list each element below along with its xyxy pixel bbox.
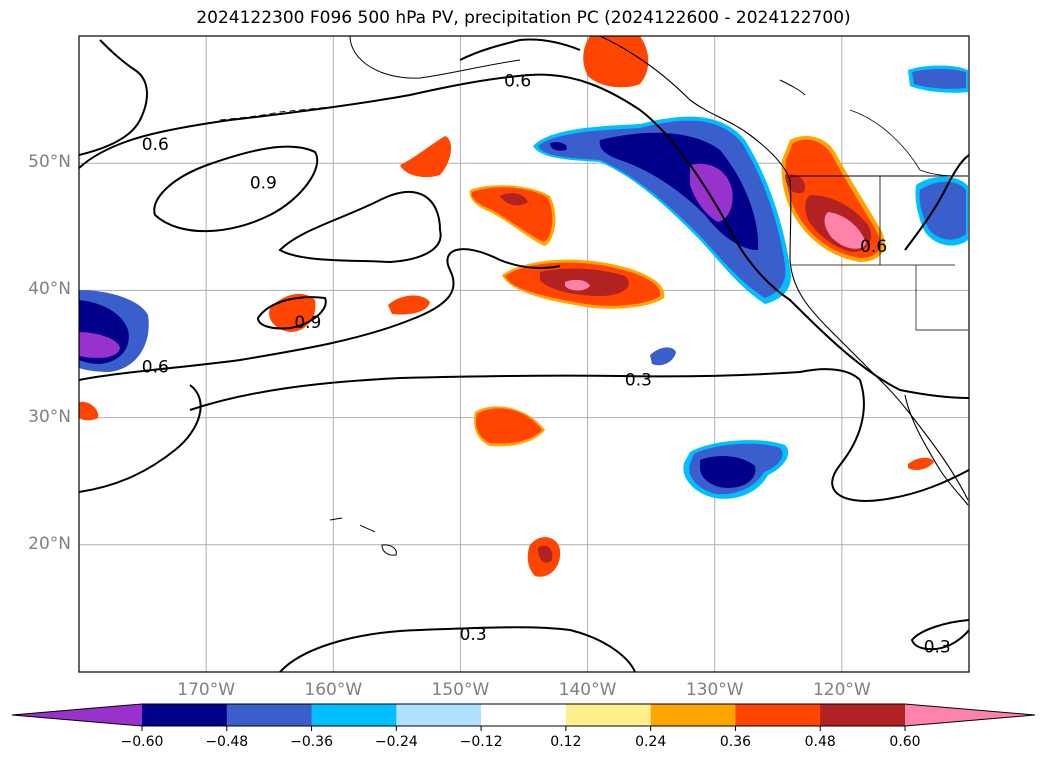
colorbar-segment bbox=[142, 704, 228, 726]
lon-tick-label: 150°W bbox=[431, 680, 490, 700]
contour-label: 0.9 bbox=[294, 313, 321, 333]
contour-label: 0.6 bbox=[504, 72, 531, 92]
colorbar-extend-max bbox=[905, 704, 1035, 726]
colorbar-tick-label: 0.48 bbox=[804, 734, 836, 750]
contour-label: 0.6 bbox=[142, 135, 169, 155]
colorbar-tick-label: −0.24 bbox=[374, 734, 418, 750]
colorbar-segment bbox=[735, 704, 821, 726]
lat-tick-label: 40°N bbox=[28, 279, 71, 300]
lon-tick-label: 140°W bbox=[558, 680, 617, 700]
coastlines bbox=[219, 36, 969, 556]
colorbar-tick-label: 0.24 bbox=[635, 734, 667, 750]
colorbar-tick-label: −0.36 bbox=[290, 734, 333, 750]
colorbar-tick-label: 0.36 bbox=[719, 734, 752, 750]
colorbar-tick-label: −0.48 bbox=[205, 734, 249, 750]
lon-tick-label: 160°W bbox=[304, 680, 363, 700]
contour-label: 0.6 bbox=[860, 237, 887, 257]
colorbar-tick-label: 0.12 bbox=[550, 734, 582, 750]
contour-label: 0.3 bbox=[924, 638, 951, 658]
colorbar-segment bbox=[565, 704, 652, 726]
map-frame bbox=[78, 35, 970, 673]
colorbar-tick-label: −0.12 bbox=[459, 734, 503, 750]
lon-tick-label: 120°W bbox=[812, 680, 871, 700]
figure-title: 2024122300 F096 500 hPa PV, precipitatio… bbox=[196, 8, 851, 28]
lat-tick-label: 50°N bbox=[28, 152, 71, 173]
colorbar-segment bbox=[311, 704, 397, 726]
lon-tick-label: 170°W bbox=[177, 680, 236, 700]
contour-label: 0.3 bbox=[625, 370, 652, 390]
precip-anomaly-fill bbox=[79, 36, 968, 577]
contour-label: 0.6 bbox=[142, 358, 169, 378]
colorbar-segment bbox=[396, 704, 482, 726]
colorbar bbox=[11, 703, 1036, 731]
lat-tick-label: 30°N bbox=[28, 406, 71, 427]
colorbar-segment bbox=[481, 704, 567, 726]
colorbar-segment bbox=[820, 704, 906, 726]
colorbar-segment bbox=[226, 704, 313, 726]
colorbar-extend-min bbox=[12, 704, 142, 726]
map-background bbox=[79, 36, 969, 672]
colorbar-tick-label: 0.60 bbox=[889, 734, 921, 750]
contour-labels: 0.6 0.9 0.6 0.9 0.6 0.3 0.6 0.3 0.3 bbox=[142, 72, 951, 658]
contour-label: 0.3 bbox=[460, 625, 487, 645]
colorbar-segment bbox=[650, 704, 736, 726]
colorbar-tick-label: −0.60 bbox=[120, 734, 164, 750]
lat-tick-label: 20°N bbox=[28, 533, 71, 554]
contour-label: 0.9 bbox=[250, 173, 277, 193]
pv-contours bbox=[79, 38, 969, 672]
lon-tick-label: 130°W bbox=[685, 680, 744, 700]
